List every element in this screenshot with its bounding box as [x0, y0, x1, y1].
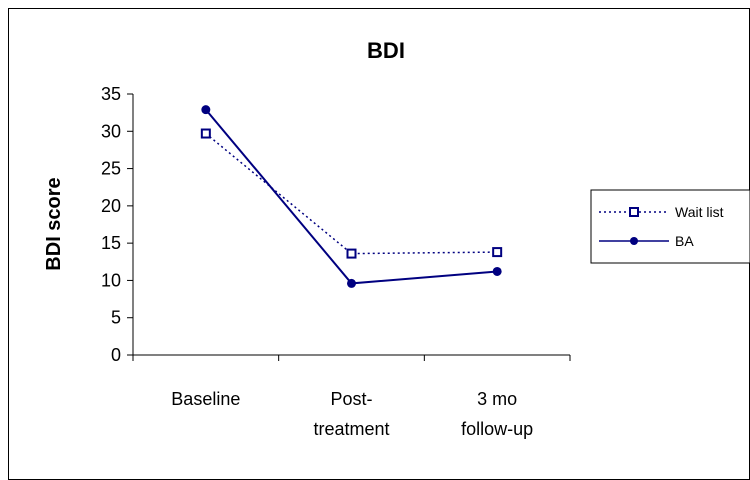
x-category-label: 3 mo	[477, 389, 517, 409]
x-category-label: Baseline	[171, 389, 240, 409]
x-category-label: Post-	[330, 389, 372, 409]
series-line	[205, 132, 498, 255]
legend-box	[590, 189, 750, 264]
legend-label: Wait list	[675, 204, 724, 220]
data-point-square	[346, 248, 357, 259]
data-point-square	[492, 247, 503, 258]
y-tick-label: 10	[101, 270, 121, 290]
y-tick-label: 0	[111, 345, 121, 365]
x-category-label: follow-up	[461, 419, 533, 439]
legend-label: BA	[675, 233, 694, 249]
legend-marker-square	[629, 207, 639, 217]
axes: 0 5 10 15 20 25 30 35 Baseline Post-treatment 3 mo…	[101, 84, 571, 439]
data-point-circle	[492, 266, 502, 276]
y-tick-label: 5	[111, 308, 121, 328]
y-tick-label: 25	[101, 159, 121, 179]
x-category-label: treatment	[313, 419, 389, 439]
data-point-circle	[201, 105, 211, 115]
legend-marker-circle	[630, 237, 638, 245]
data-point-square	[200, 128, 211, 139]
chart-title: BDI	[367, 38, 405, 63]
legend: Wait list BA	[590, 189, 750, 264]
data-point-circle	[347, 278, 356, 288]
y-tick-label: 35	[101, 84, 121, 104]
y-tick-label: 15	[101, 233, 121, 253]
y-tick-label: 20	[101, 196, 121, 216]
y-axis-label: BDI score	[43, 177, 65, 270]
y-tick-label: 30	[101, 121, 121, 141]
series-layer	[200, 105, 503, 288]
